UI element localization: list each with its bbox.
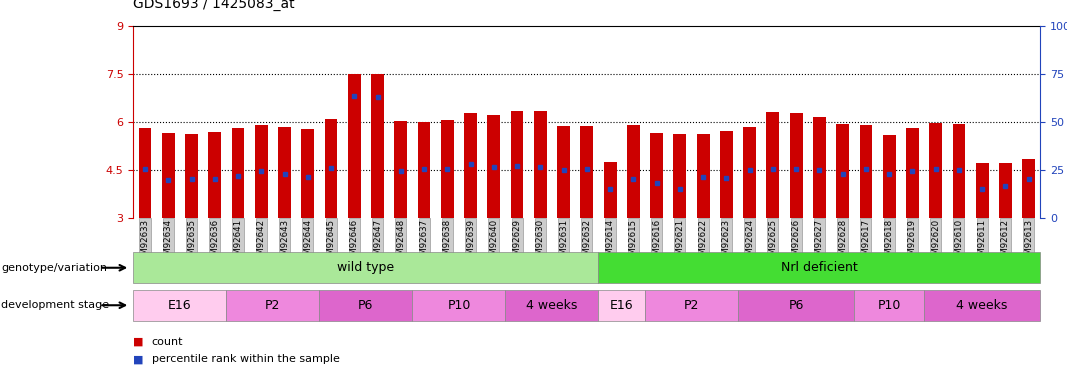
Bar [999, 163, 1012, 218]
Bar [953, 124, 966, 217]
Text: E16: E16 [169, 299, 192, 312]
Bar [534, 111, 546, 218]
Text: percentile rank within the sample: percentile rank within the sample [152, 354, 339, 364]
Bar [255, 125, 268, 218]
Bar [232, 128, 244, 218]
Bar [185, 134, 197, 218]
Bar [882, 135, 895, 218]
Text: GDS1693 / 1425083_at: GDS1693 / 1425083_at [133, 0, 294, 11]
Bar [813, 117, 826, 218]
Bar [557, 126, 570, 218]
Bar [627, 125, 640, 218]
Bar [417, 122, 430, 218]
Bar [488, 115, 500, 218]
Bar [278, 127, 291, 218]
Bar [464, 113, 477, 218]
Bar [929, 123, 942, 218]
Text: E16: E16 [610, 299, 634, 312]
Bar [673, 134, 686, 218]
Bar [720, 132, 733, 218]
Bar [208, 132, 221, 218]
Text: P6: P6 [789, 299, 803, 312]
Bar [790, 113, 802, 218]
Text: count: count [152, 337, 184, 347]
Bar [650, 133, 663, 218]
Text: P6: P6 [359, 299, 373, 312]
Bar [324, 119, 337, 218]
Text: Nrl deficient: Nrl deficient [781, 261, 858, 274]
Text: development stage: development stage [1, 300, 109, 310]
Text: P10: P10 [447, 299, 471, 312]
Bar [580, 126, 593, 218]
Bar [162, 133, 175, 218]
Bar [371, 74, 384, 217]
Text: P10: P10 [877, 299, 901, 312]
Bar [511, 111, 524, 218]
Bar [837, 124, 849, 217]
Bar [976, 164, 989, 218]
Text: P2: P2 [266, 299, 281, 312]
Text: 4 weeks: 4 weeks [526, 299, 577, 312]
Text: 4 weeks: 4 weeks [956, 299, 1008, 312]
Bar [301, 129, 314, 218]
Text: wild type: wild type [337, 261, 395, 274]
Text: ■: ■ [133, 354, 144, 364]
Bar [1022, 159, 1035, 218]
Bar [906, 128, 919, 218]
Bar [604, 162, 617, 218]
Bar [744, 127, 757, 218]
Text: ■: ■ [133, 337, 144, 347]
Bar [766, 112, 779, 218]
Bar [697, 134, 710, 218]
Bar [139, 128, 152, 217]
Bar [395, 121, 408, 218]
Bar [441, 120, 453, 218]
Text: P2: P2 [684, 299, 699, 312]
Text: genotype/variation: genotype/variation [1, 263, 107, 273]
Bar [348, 74, 361, 217]
Bar [860, 125, 873, 218]
